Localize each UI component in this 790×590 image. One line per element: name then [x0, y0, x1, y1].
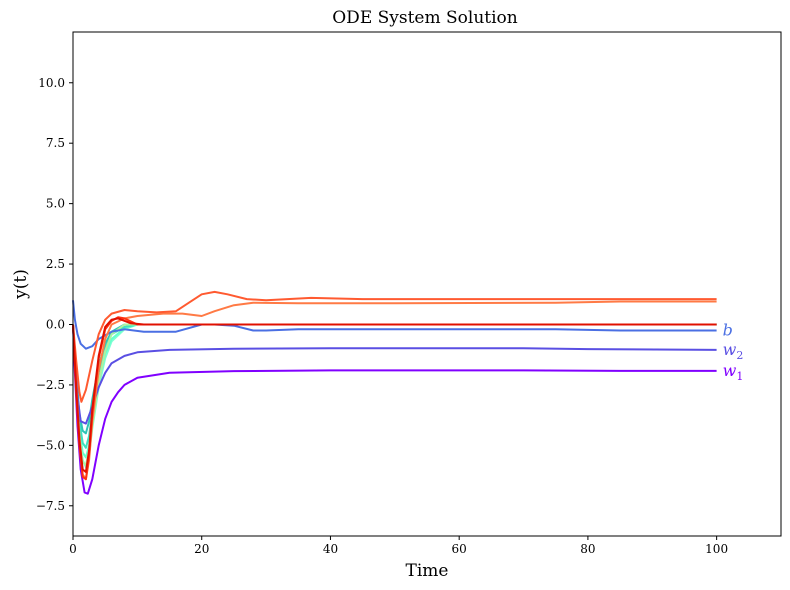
series-line [72, 323, 717, 469]
series-line [72, 300, 717, 481]
y-tick-label: 2.5 [46, 257, 65, 271]
y-tick-label: 5.0 [46, 197, 65, 211]
x-tick-label: 60 [452, 542, 467, 556]
series-line [72, 290, 717, 403]
series-line [72, 300, 717, 350]
x-tick-label: 20 [194, 542, 209, 556]
x-tick-label: 0 [69, 542, 77, 556]
series-line [72, 323, 717, 459]
y-axis-title: y(t) [11, 269, 31, 300]
x-tick-label: 100 [705, 542, 728, 556]
y-tick-label: −2.5 [36, 378, 65, 392]
series-end-label: w1 [723, 361, 744, 383]
plot-frame [72, 31, 782, 537]
series-line [72, 316, 717, 481]
x-axis-ticks: 0 20 40 60 80 100 [69, 536, 728, 556]
series-line [72, 323, 717, 466]
x-tick-label: 40 [323, 542, 338, 556]
plot-lines [72, 290, 717, 495]
x-tick-label: 80 [580, 542, 595, 556]
y-axis-ticks: −7.5 −5.0 −2.5 0.0 2.5 5.0 7.5 10.0 [36, 76, 73, 513]
y-tick-label: −7.5 [36, 499, 65, 513]
series-line [72, 323, 717, 435]
series-end-label: w2 [723, 340, 744, 362]
y-tick-label: 7.5 [46, 136, 65, 150]
y-tick-label: 0.0 [46, 317, 65, 331]
y-tick-label: −5.0 [36, 438, 65, 452]
series-line [72, 324, 717, 425]
x-axis-title: Time [406, 561, 449, 581]
chart-title: ODE System Solution [332, 8, 518, 28]
series-line [72, 317, 717, 473]
series-end-label: b [723, 321, 733, 340]
series-line [72, 324, 717, 495]
y-tick-label: 10.0 [38, 76, 65, 90]
series-line [72, 323, 717, 449]
